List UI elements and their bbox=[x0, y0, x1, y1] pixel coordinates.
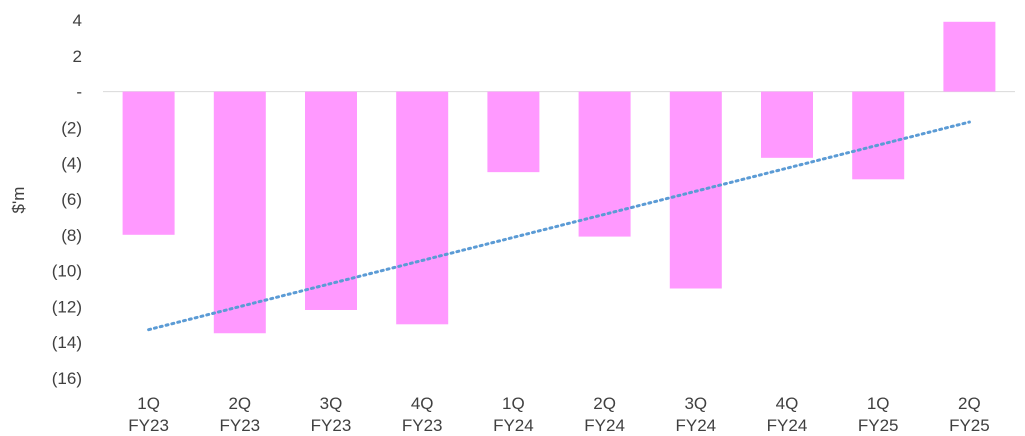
x-tick-label: 4Q FY23 bbox=[402, 394, 443, 435]
bar bbox=[487, 91, 540, 173]
y-tick-label: (6) bbox=[61, 190, 82, 209]
y-tick-label: (8) bbox=[61, 226, 82, 245]
bar bbox=[578, 91, 631, 237]
x-tick-label: 3Q FY24 bbox=[675, 394, 716, 435]
y-tick-label: (10) bbox=[52, 262, 82, 281]
bar bbox=[852, 91, 905, 180]
y-tick-label: 2 bbox=[73, 47, 82, 66]
x-tick-label: 2Q FY25 bbox=[949, 394, 990, 435]
bar bbox=[122, 91, 175, 235]
trendline bbox=[147, 120, 971, 332]
y-tick-label: (12) bbox=[52, 297, 82, 316]
bar bbox=[213, 91, 266, 334]
y-axis-label: $'m bbox=[9, 187, 28, 214]
x-tick-label: 2Q FY24 bbox=[584, 394, 625, 435]
y-tick-label: (2) bbox=[61, 118, 82, 137]
bar bbox=[943, 21, 996, 92]
bars bbox=[122, 21, 996, 334]
x-tick-label: 3Q FY23 bbox=[311, 394, 352, 435]
y-tick-label: (4) bbox=[61, 154, 82, 173]
x-tick-label: 1Q FY25 bbox=[858, 394, 899, 435]
y-tick-label: - bbox=[76, 83, 82, 102]
y-tick-label: (14) bbox=[52, 333, 82, 352]
x-tick-label: 1Q FY24 bbox=[493, 394, 534, 435]
x-tick-label: 1Q FY23 bbox=[128, 394, 169, 435]
x-axis-ticks: 1Q FY23 2Q FY23 3Q FY23 4Q FY23 1Q FY24 2Q FY24 3Q FY… bbox=[128, 394, 989, 435]
y-tick-label: 4 bbox=[73, 11, 82, 30]
y-tick-label: (16) bbox=[52, 369, 82, 388]
bar bbox=[396, 91, 449, 325]
bar bbox=[305, 91, 357, 310]
x-tick-label: 2Q FY23 bbox=[219, 394, 260, 435]
x-tick-label: 4Q FY24 bbox=[767, 394, 808, 435]
bar bbox=[761, 91, 813, 158]
y-axis-ticks: 4 2 - (2) (4) (6) (8) (10) (12) (14) (16) bbox=[52, 11, 82, 388]
